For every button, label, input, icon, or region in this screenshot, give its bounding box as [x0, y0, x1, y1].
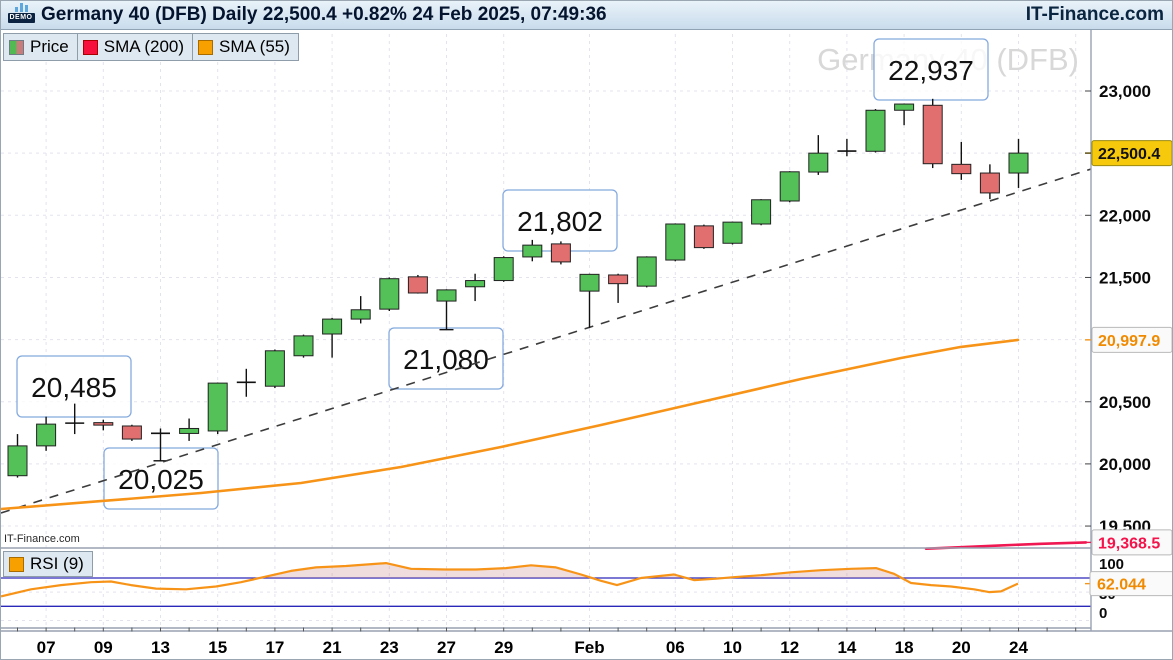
- sma55-line: [1, 338, 1020, 511]
- rsi-legend-label: RSI (9): [30, 554, 84, 573]
- svg-text:09: 09: [94, 638, 113, 657]
- svg-text:100: 100: [1099, 556, 1124, 573]
- sma55-legend-label: SMA (55): [219, 37, 290, 56]
- svg-text:17: 17: [265, 638, 284, 657]
- price-swatch-icon: [9, 39, 24, 55]
- price-annotations[interactable]: 20,485 20,025 21,080 21,802 22,937: [16, 38, 989, 510]
- svg-text:62.044: 62.044: [1097, 577, 1146, 594]
- svg-text:20,000: 20,000: [1099, 455, 1151, 474]
- svg-text:22,937: 22,937: [888, 55, 974, 86]
- sma200-legend-button[interactable]: SMA (200): [76, 33, 194, 61]
- sma55-swatch-icon: [198, 39, 214, 55]
- svg-text:23: 23: [380, 638, 399, 657]
- x-axis[interactable]: 07 09 13 15 17 21 23 27 29 Feb 06 10 12 14 18 20 24: [37, 638, 1029, 657]
- svg-text:20,500: 20,500: [1099, 393, 1151, 412]
- svg-text:0: 0: [1099, 605, 1107, 622]
- rsi-swatch-icon: [9, 556, 24, 572]
- svg-text:23,000: 23,000: [1099, 82, 1151, 101]
- sma200-legend-label: SMA (200): [103, 37, 185, 56]
- itfinance-brand-link[interactable]: IT-Finance.com: [1025, 4, 1164, 25]
- svg-text:18: 18: [895, 638, 914, 657]
- svg-text:13: 13: [151, 638, 170, 657]
- svg-text:21,500: 21,500: [1099, 268, 1151, 287]
- svg-text:21,802: 21,802: [517, 206, 603, 237]
- svg-text:19,368.5: 19,368.5: [1098, 535, 1160, 552]
- svg-text:21: 21: [323, 638, 342, 657]
- price-legend-label: Price: [30, 37, 69, 56]
- svg-text:20,485: 20,485: [31, 372, 117, 403]
- svg-text:07: 07: [37, 638, 56, 657]
- chart-watermark-brand: IT-Finance.com: [4, 533, 80, 545]
- rsi-legend: RSI (9): [3, 551, 93, 577]
- svg-text:29: 29: [494, 638, 513, 657]
- top-bar: DEMO Germany 40 (DFB) Daily 22,500.4 +0.…: [1, 1, 1172, 30]
- main-legend: Price SMA (200) SMA (55): [3, 33, 299, 61]
- price-legend-button[interactable]: Price: [3, 33, 78, 61]
- price-chart-plot: Germany 40 (DFB)20,48520,02521,08021,802…: [1, 30, 1173, 659]
- rsi-axis[interactable]: 10030062.044: [1085, 556, 1173, 622]
- svg-text:20,997.9: 20,997.9: [1098, 333, 1160, 350]
- trendline: [1, 168, 1092, 514]
- svg-text:14: 14: [837, 638, 856, 657]
- svg-text:12: 12: [780, 638, 799, 657]
- demo-label: DEMO: [7, 13, 35, 23]
- demo-badge-icon: DEMO: [7, 3, 35, 27]
- sma200-swatch-icon: [82, 39, 98, 55]
- svg-text:20: 20: [952, 638, 971, 657]
- mini-candles-icon: [14, 3, 28, 12]
- svg-text:21,080: 21,080: [403, 344, 489, 375]
- instrument-title: Germany 40 (DFB) Daily 22,500.4 +0.82% 2…: [41, 4, 607, 25]
- svg-text:15: 15: [208, 638, 227, 657]
- chart-canvas[interactable]: Germany 40 (DFB)20,48520,02521,08021,802…: [1, 30, 1173, 659]
- svg-text:Feb: Feb: [574, 638, 604, 657]
- price-axis[interactable]: 23,00022,00021,50020,50020,00019,50022,5…: [1085, 82, 1172, 556]
- svg-text:22,000: 22,000: [1099, 206, 1151, 225]
- svg-text:06: 06: [666, 638, 685, 657]
- sma55-legend-button[interactable]: SMA (55): [192, 33, 299, 61]
- svg-text:24: 24: [1009, 638, 1028, 657]
- svg-text:27: 27: [437, 638, 456, 657]
- candles-layer: [7, 98, 1029, 478]
- rsi-pane: [1, 561, 1091, 607]
- rsi-legend-button[interactable]: RSI (9): [3, 551, 93, 577]
- pane-borders: [1, 30, 1172, 632]
- svg-text:10: 10: [723, 638, 742, 657]
- svg-text:20,025: 20,025: [118, 464, 204, 495]
- svg-text:22,500.4: 22,500.4: [1098, 146, 1160, 163]
